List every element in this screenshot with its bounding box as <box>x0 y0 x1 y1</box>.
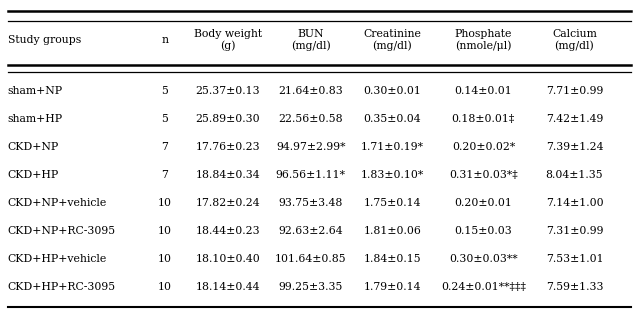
Text: 7.59±1.33: 7.59±1.33 <box>546 282 603 293</box>
Text: 7.31±0.99: 7.31±0.99 <box>546 226 603 236</box>
Text: 1.71±0.19*: 1.71±0.19* <box>361 142 424 152</box>
Text: 1.83±0.10*: 1.83±0.10* <box>361 170 424 180</box>
Text: 5: 5 <box>162 86 168 96</box>
Text: 18.14±0.44: 18.14±0.44 <box>196 282 260 293</box>
Text: 10: 10 <box>158 282 172 293</box>
Text: 0.15±0.03: 0.15±0.03 <box>454 226 512 236</box>
Text: 1.79±0.14: 1.79±0.14 <box>364 282 421 293</box>
Text: 0.24±0.01**‡‡‡: 0.24±0.01**‡‡‡ <box>441 282 526 293</box>
Text: 22.56±0.58: 22.56±0.58 <box>279 114 343 124</box>
Text: 0.20±0.02*: 0.20±0.02* <box>452 142 515 152</box>
Text: 0.35±0.04: 0.35±0.04 <box>364 114 421 124</box>
Text: n: n <box>162 35 168 45</box>
Text: 7.71±0.99: 7.71±0.99 <box>546 86 603 96</box>
Text: 17.82±0.24: 17.82±0.24 <box>196 198 260 208</box>
Text: 10: 10 <box>158 198 172 208</box>
Text: 96.56±1.11*: 96.56±1.11* <box>276 170 346 180</box>
Text: BUN
(mg/dl): BUN (mg/dl) <box>291 29 331 51</box>
Text: 7.42±1.49: 7.42±1.49 <box>546 114 603 124</box>
Text: sham+HP: sham+HP <box>8 114 63 124</box>
Text: 21.64±0.83: 21.64±0.83 <box>279 86 343 96</box>
Text: 101.64±0.85: 101.64±0.85 <box>275 254 347 264</box>
Text: 0.31±0.03*‡: 0.31±0.03*‡ <box>449 170 518 180</box>
Text: 1.81±0.06: 1.81±0.06 <box>364 226 421 236</box>
Text: 10: 10 <box>158 254 172 264</box>
Text: sham+NP: sham+NP <box>8 86 63 96</box>
Text: 7.39±1.24: 7.39±1.24 <box>546 142 603 152</box>
Text: 99.25±3.35: 99.25±3.35 <box>279 282 343 293</box>
Text: 18.44±0.23: 18.44±0.23 <box>196 226 260 236</box>
Text: 7.14±1.00: 7.14±1.00 <box>546 198 603 208</box>
Text: CKD+NP+vehicle: CKD+NP+vehicle <box>8 198 107 208</box>
Text: 94.97±2.99*: 94.97±2.99* <box>276 142 346 152</box>
Text: Study groups: Study groups <box>8 35 81 45</box>
Text: 18.84±0.34: 18.84±0.34 <box>196 170 260 180</box>
Text: 93.75±3.48: 93.75±3.48 <box>279 198 343 208</box>
Text: 1.75±0.14: 1.75±0.14 <box>364 198 421 208</box>
Text: 7: 7 <box>162 142 168 152</box>
Text: Calcium
(mg/dl): Calcium (mg/dl) <box>552 29 597 51</box>
Text: 0.18±0.01‡: 0.18±0.01‡ <box>452 114 515 124</box>
Text: 25.37±0.13: 25.37±0.13 <box>196 86 260 96</box>
Text: 92.63±2.64: 92.63±2.64 <box>279 226 343 236</box>
Text: 7: 7 <box>162 170 168 180</box>
Text: 7.53±1.01: 7.53±1.01 <box>546 254 603 264</box>
Text: CKD+NP: CKD+NP <box>8 142 59 152</box>
Text: 0.14±0.01: 0.14±0.01 <box>454 86 512 96</box>
Text: 0.20±0.01: 0.20±0.01 <box>454 198 512 208</box>
Text: 5: 5 <box>162 114 168 124</box>
Text: 10: 10 <box>158 226 172 236</box>
Text: 1.84±0.15: 1.84±0.15 <box>364 254 421 264</box>
Text: 0.30±0.01: 0.30±0.01 <box>364 86 421 96</box>
Text: Creatinine
(mg/dl): Creatinine (mg/dl) <box>364 29 421 51</box>
Text: 25.89±0.30: 25.89±0.30 <box>196 114 260 124</box>
Text: 17.76±0.23: 17.76±0.23 <box>196 142 260 152</box>
Text: 8.04±1.35: 8.04±1.35 <box>546 170 603 180</box>
Text: 0.30±0.03**: 0.30±0.03** <box>449 254 518 264</box>
Text: CKD+NP+RC-3095: CKD+NP+RC-3095 <box>8 226 116 236</box>
Text: Body weight
(g): Body weight (g) <box>194 29 262 51</box>
Text: CKD+HP: CKD+HP <box>8 170 59 180</box>
Text: 18.10±0.40: 18.10±0.40 <box>196 254 260 264</box>
Text: Phosphate
(nmole/μl): Phosphate (nmole/μl) <box>455 29 512 51</box>
Text: CKD+HP+RC-3095: CKD+HP+RC-3095 <box>8 282 116 293</box>
Text: CKD+HP+vehicle: CKD+HP+vehicle <box>8 254 107 264</box>
